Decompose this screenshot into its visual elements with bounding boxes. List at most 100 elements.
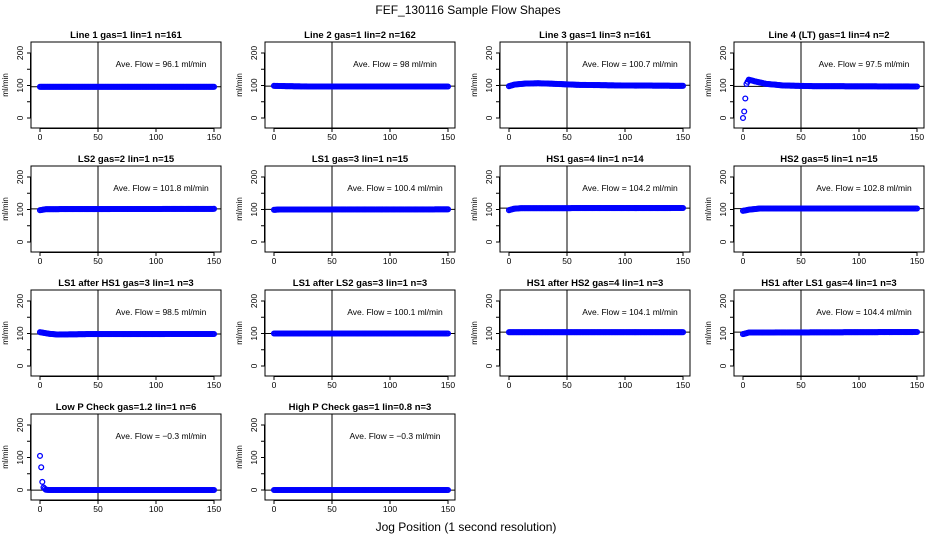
x-tick-label: 150 bbox=[207, 256, 221, 266]
ave-flow-annotation: Ave. Flow = 104.4 ml/min bbox=[816, 307, 912, 317]
y-tick-label: 0 bbox=[249, 363, 259, 368]
y-tick-label: 0 bbox=[249, 115, 259, 120]
ave-flow-annotation: Ave. Flow = −0.3 ml/min bbox=[115, 431, 206, 441]
y-tick-label: 200 bbox=[15, 418, 25, 432]
x-tick-label: 0 bbox=[38, 504, 43, 514]
x-tick-label: 50 bbox=[562, 380, 572, 390]
panel: Line 2 gas=1 lin=2 n=162 ml/min 0 50 100 150 0… bbox=[235, 30, 456, 142]
data-points bbox=[739, 76, 921, 122]
x-tick-label: 100 bbox=[383, 132, 397, 142]
x-tick-label: 150 bbox=[910, 256, 924, 266]
y-tick-label: 200 bbox=[249, 418, 259, 432]
panel: High P Check gas=1 lin=0.8 n=3 ml/min 0 50 1… bbox=[235, 402, 456, 514]
panel: Low P Check gas=1.2 lin=1 n=6 ml/min 0 50 10… bbox=[1, 402, 222, 514]
y-tick-label: 100 bbox=[15, 78, 25, 92]
x-tick-label: 150 bbox=[676, 132, 690, 142]
y-tick-label: 200 bbox=[15, 170, 25, 184]
figure-title: FEF_130116 Sample Flow Shapes bbox=[375, 3, 560, 17]
x-tick-label: 100 bbox=[618, 132, 632, 142]
panel-title: LS1 gas=3 lin=1 n=15 bbox=[312, 154, 409, 165]
ave-flow-annotation: Ave. Flow = 96.1 ml/min bbox=[116, 59, 207, 69]
y-tick-label: 200 bbox=[15, 294, 25, 308]
data-point bbox=[679, 329, 687, 336]
panel-title: LS2 gas=2 lin=1 n=15 bbox=[78, 154, 175, 165]
panel-title: Line 2 gas=1 lin=2 n=162 bbox=[304, 30, 416, 41]
x-tick-label: 0 bbox=[507, 256, 512, 266]
panel-title: Line 4 (LT) gas=1 lin=4 n=2 bbox=[769, 30, 890, 41]
data-points bbox=[739, 328, 921, 338]
data-points bbox=[36, 83, 218, 90]
data-point bbox=[444, 486, 452, 494]
y-tick-label: 0 bbox=[718, 115, 728, 120]
ave-flow-annotation: Ave. Flow = −0.3 ml/min bbox=[349, 431, 440, 441]
ave-flow-annotation: Ave. Flow = 104.2 ml/min bbox=[582, 183, 678, 193]
x-tick-label: 50 bbox=[562, 256, 572, 266]
y-axis-label: ml/min bbox=[470, 321, 479, 345]
y-tick-label: 100 bbox=[484, 78, 494, 92]
data-points bbox=[270, 206, 452, 213]
y-tick-label: 100 bbox=[249, 78, 259, 92]
y-tick-label: 0 bbox=[15, 115, 25, 120]
x-tick-label: 50 bbox=[796, 256, 806, 266]
x-tick-label: 50 bbox=[327, 132, 337, 142]
x-tick-label: 100 bbox=[149, 132, 163, 142]
panel-title: HS1 gas=4 lin=1 n=14 bbox=[546, 154, 644, 165]
data-points bbox=[36, 205, 218, 214]
panel: LS1 after HS1 gas=3 lin=1 n=3 ml/min 0 50 10… bbox=[1, 278, 222, 390]
x-tick-label: 100 bbox=[852, 256, 866, 266]
y-axis-label: ml/min bbox=[704, 73, 713, 97]
panel: HS1 after HS2 gas=4 lin=1 n=3 ml/min 0 50 10… bbox=[470, 278, 691, 390]
x-tick-label: 100 bbox=[149, 504, 163, 514]
panel-title: LS1 after HS1 gas=3 lin=1 n=3 bbox=[58, 278, 193, 289]
x-tick-label: 50 bbox=[796, 380, 806, 390]
y-tick-label: 100 bbox=[249, 326, 259, 340]
y-axis-label: ml/min bbox=[470, 73, 479, 97]
data-point bbox=[913, 328, 921, 336]
panel-title: Line 1 gas=1 lin=1 n=161 bbox=[70, 30, 182, 41]
data-point bbox=[36, 452, 44, 459]
data-point bbox=[444, 206, 452, 213]
y-axis-label: ml/min bbox=[235, 73, 244, 97]
y-tick-label: 0 bbox=[718, 363, 728, 368]
panel: LS1 gas=3 lin=1 n=15 ml/min 0 50 100 150 0 100 2… bbox=[235, 154, 456, 266]
y-tick-label: 200 bbox=[484, 170, 494, 184]
x-tick-label: 0 bbox=[741, 132, 746, 142]
x-tick-label: 100 bbox=[618, 380, 632, 390]
y-tick-label: 0 bbox=[249, 239, 259, 244]
x-tick-label: 50 bbox=[327, 256, 337, 266]
y-tick-label: 0 bbox=[249, 487, 259, 492]
figure-xlabel: Jog Position (1 second resolution) bbox=[376, 520, 557, 534]
x-tick-label: 0 bbox=[272, 256, 277, 266]
panel: Line 4 (LT) gas=1 lin=4 n=2 ml/min 0 50 100 1… bbox=[704, 30, 925, 142]
data-points bbox=[270, 486, 452, 494]
x-tick-label: 50 bbox=[796, 132, 806, 142]
data-points bbox=[505, 204, 687, 214]
x-tick-label: 50 bbox=[93, 504, 103, 514]
y-axis-label: ml/min bbox=[470, 197, 479, 221]
y-tick-label: 100 bbox=[249, 202, 259, 216]
panel-title: Line 3 gas=1 lin=3 n=161 bbox=[539, 30, 651, 41]
x-tick-label: 50 bbox=[93, 380, 103, 390]
x-tick-label: 100 bbox=[149, 256, 163, 266]
panel: Line 3 gas=1 lin=3 n=161 ml/min 0 50 100 150 0… bbox=[470, 30, 691, 142]
y-axis-label: ml/min bbox=[704, 197, 713, 221]
y-tick-label: 0 bbox=[15, 363, 25, 368]
data-points bbox=[270, 82, 452, 90]
y-tick-label: 0 bbox=[718, 239, 728, 244]
data-point bbox=[913, 83, 921, 90]
data-point bbox=[210, 83, 218, 90]
data-point bbox=[679, 82, 687, 89]
data-point bbox=[210, 330, 218, 338]
x-tick-label: 0 bbox=[741, 380, 746, 390]
panel: HS2 gas=5 lin=1 n=15 ml/min 0 50 100 150 0 100 2… bbox=[704, 154, 925, 266]
y-tick-label: 100 bbox=[249, 450, 259, 464]
x-tick-label: 150 bbox=[441, 256, 455, 266]
data-points bbox=[505, 80, 687, 90]
x-tick-label: 150 bbox=[207, 132, 221, 142]
panel-title: High P Check gas=1 lin=0.8 n=3 bbox=[289, 402, 432, 413]
y-tick-label: 200 bbox=[249, 46, 259, 60]
x-tick-label: 100 bbox=[852, 380, 866, 390]
data-points bbox=[270, 330, 452, 337]
x-tick-label: 0 bbox=[741, 256, 746, 266]
